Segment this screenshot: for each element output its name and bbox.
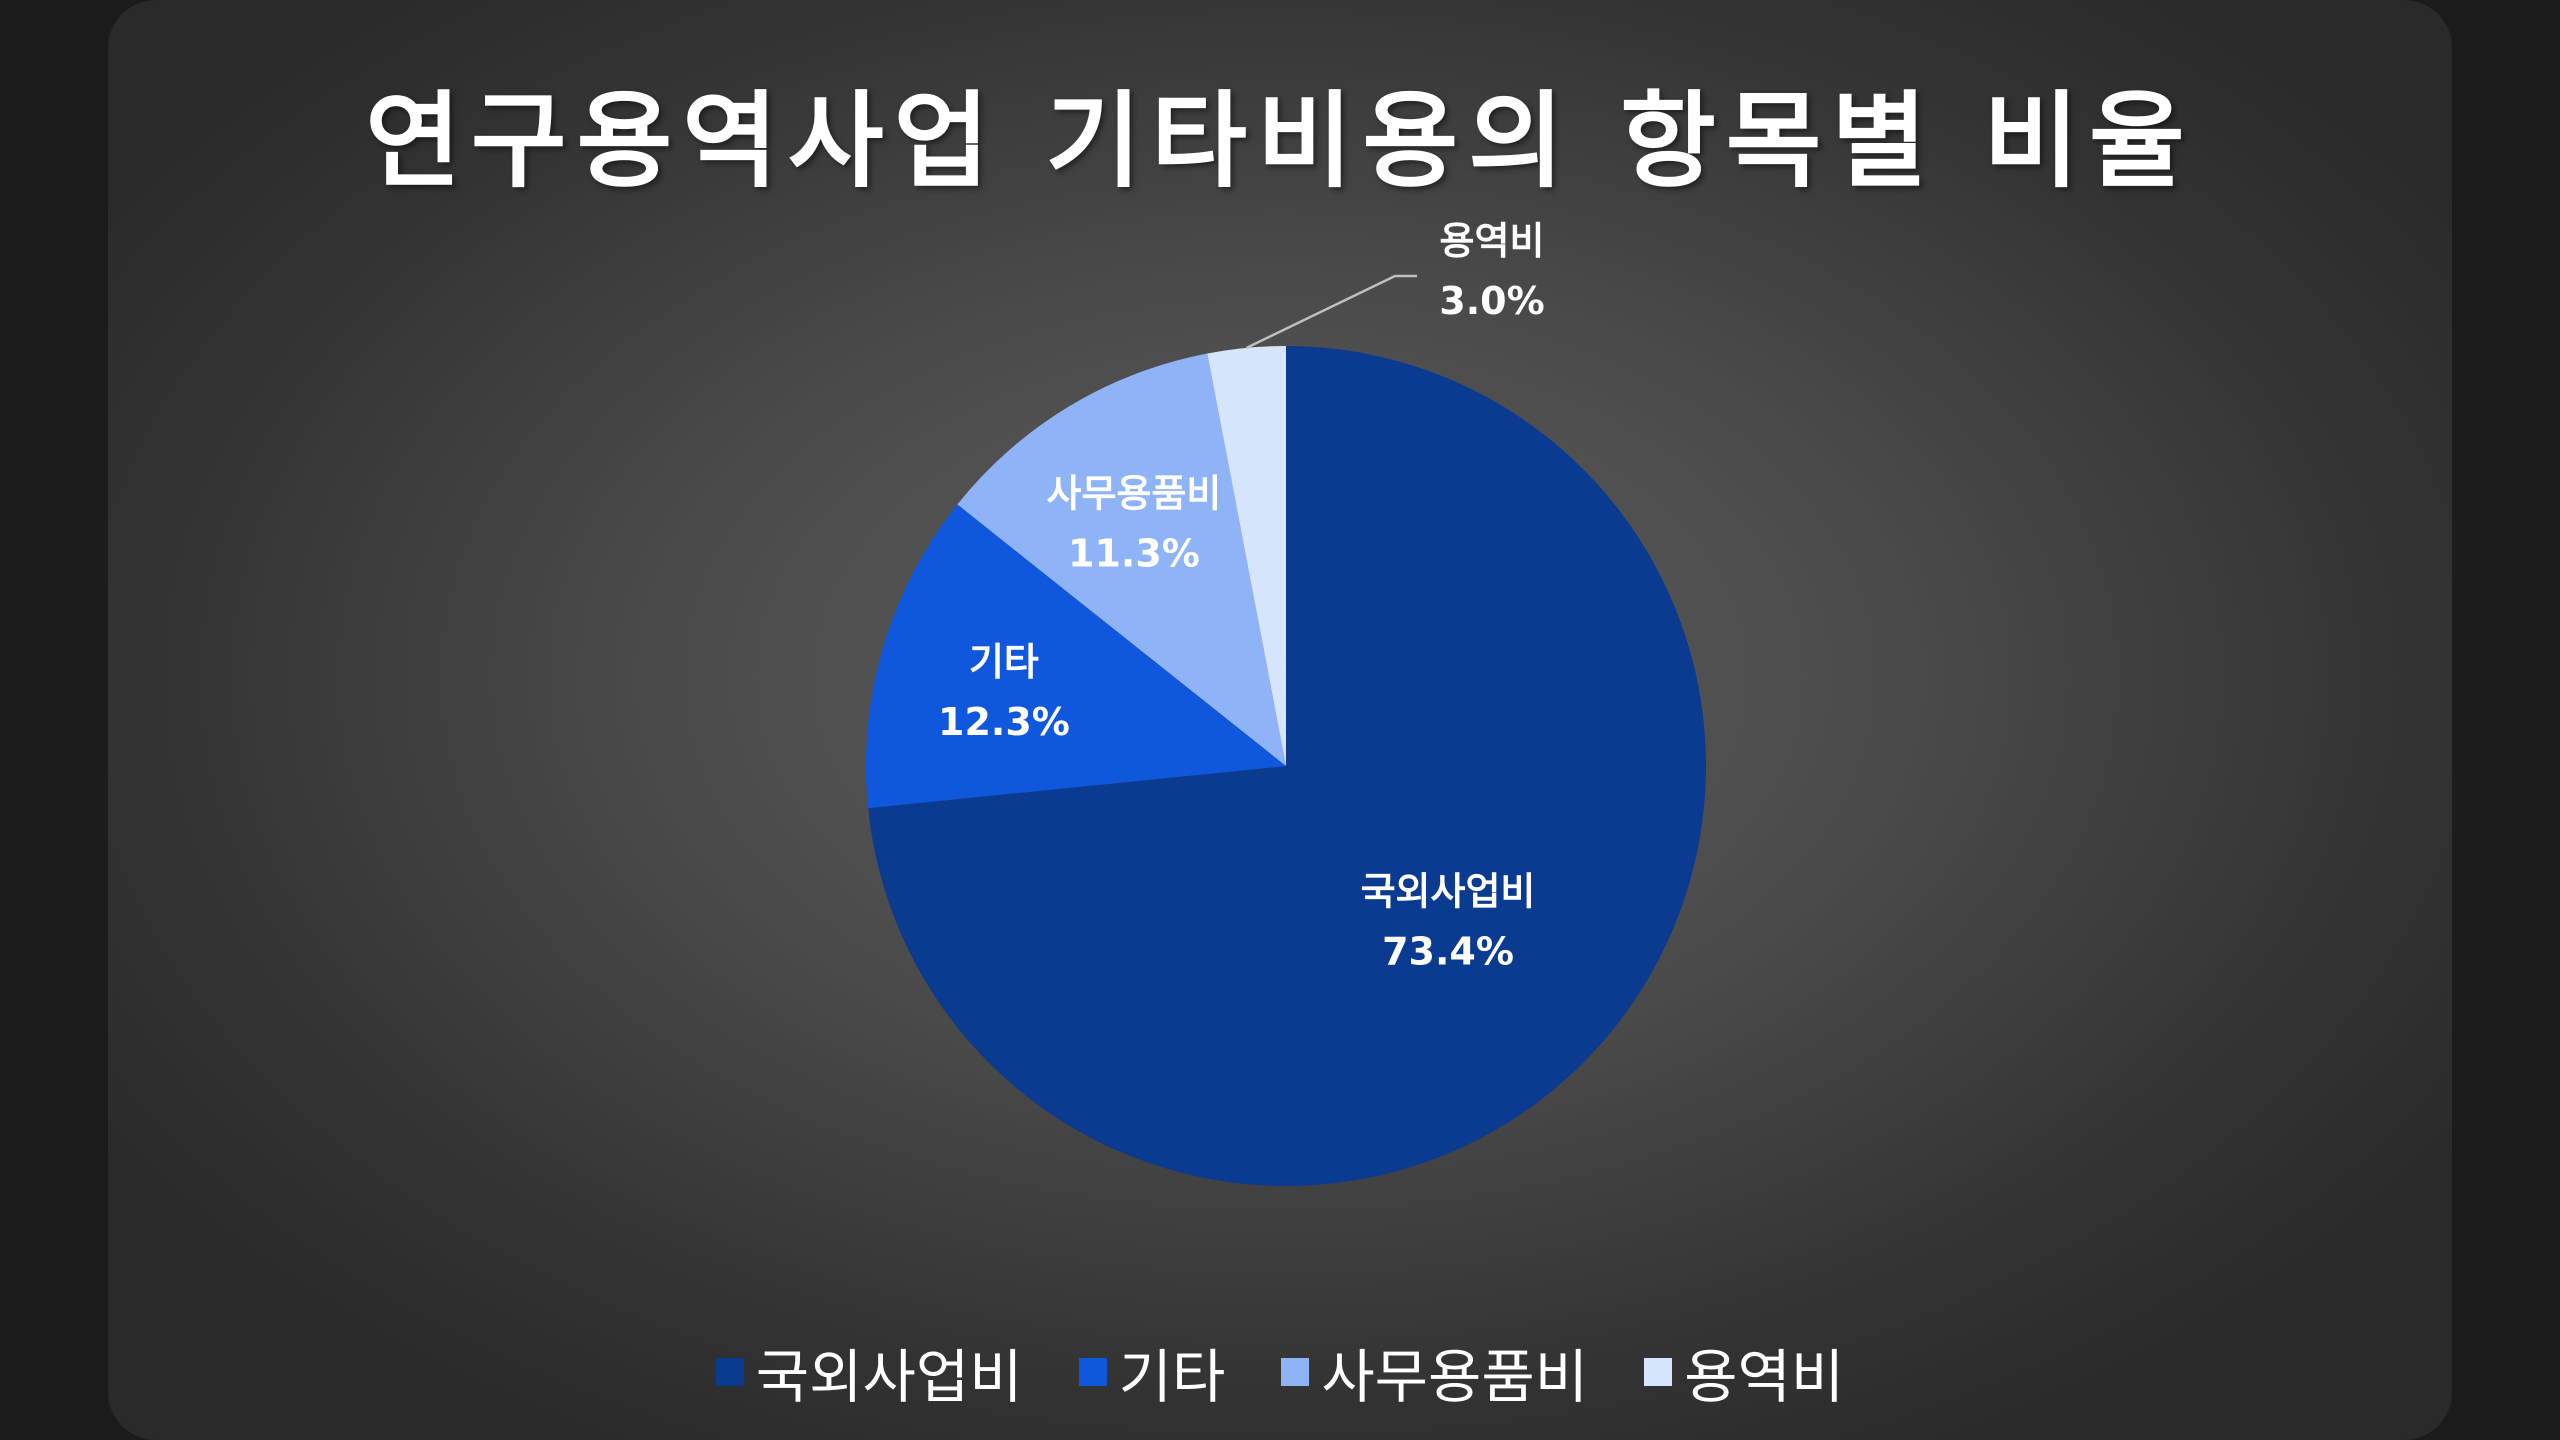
legend-label: 국외사업비 [755, 1343, 1023, 1411]
legend-label: 사무용품비 [1321, 1343, 1589, 1411]
chart-area: 연구용역사업 기타비용의 항목별 비율 [108, 0, 2452, 1440]
slice-category-label: 기타 [969, 640, 1039, 684]
legend-swatch [1078, 1358, 1107, 1386]
chart-legend: 국외사업비 기타 사무용품비 용역비 [0, 1330, 2560, 1414]
slice-value-label: 12.3% [938, 700, 1070, 744]
legend-item: 용역비 [1644, 1330, 1844, 1414]
pie-slice [868, 346, 1706, 1186]
pie-slice [866, 504, 1286, 809]
slice-value-label: 3.0% [1439, 279, 1544, 323]
slice-value-label: 73.4% [1382, 929, 1514, 973]
leader-line [1245, 274, 1417, 349]
slice-category-label: 국외사업비 [1361, 869, 1536, 913]
legend-swatch [1281, 1358, 1310, 1386]
chart-title: 연구용역사업 기타비용의 항목별 비율 [365, 80, 2195, 202]
legend-item: 국외사업비 [715, 1330, 1023, 1414]
pie-slice [1207, 346, 1286, 766]
legend-swatch [1644, 1358, 1673, 1386]
legend-label: 용역비 [1684, 1343, 1845, 1411]
slice-category-label: 사무용품비 [1047, 471, 1222, 515]
slice-category-label: 용역비 [1440, 219, 1545, 263]
slice-value-label: 11.3% [1068, 531, 1200, 575]
legend-item: 기타 [1078, 1330, 1226, 1414]
legend-swatch [715, 1358, 744, 1386]
legend-item: 사무용품비 [1281, 1330, 1588, 1414]
pie-slice [957, 353, 1286, 766]
legend-label: 기타 [1118, 1343, 1226, 1411]
